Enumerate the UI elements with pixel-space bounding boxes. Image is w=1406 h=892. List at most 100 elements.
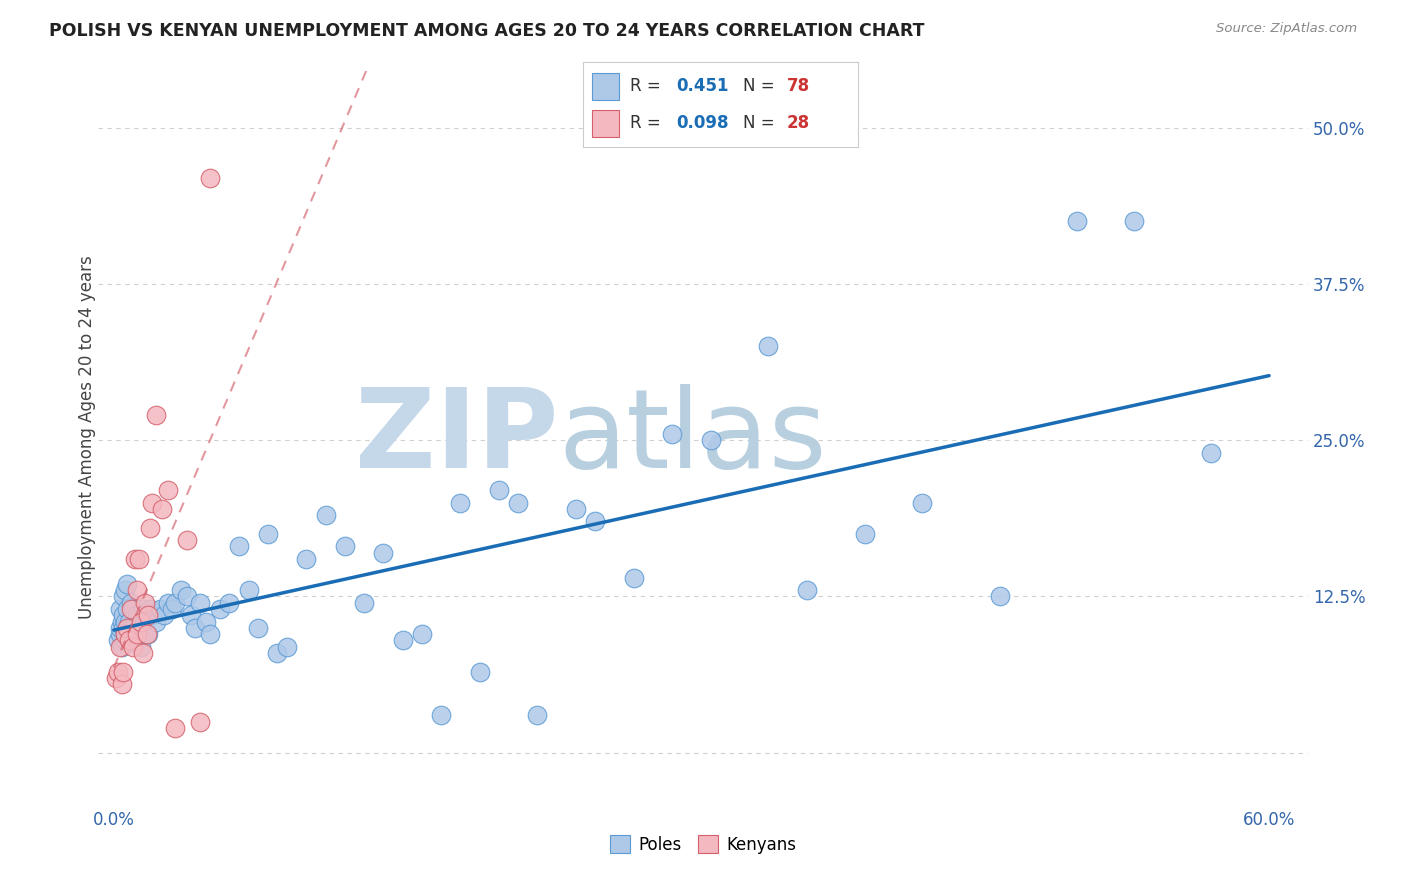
Point [129, 640, 152, 654]
Point [112, 608, 135, 623]
Point [117, 621, 139, 635]
Point [430, 708, 453, 723]
Point [315, 508, 337, 523]
Point [117, 602, 139, 616]
Point [120, 602, 142, 616]
Point [134, 596, 156, 610]
Point [156, 596, 179, 610]
Point [128, 552, 150, 566]
Point [160, 602, 183, 616]
Text: N =: N = [742, 78, 779, 95]
Point [208, 602, 231, 616]
Point [150, 502, 173, 516]
Point [104, 671, 127, 685]
Point [488, 483, 510, 498]
Point [165, 721, 187, 735]
Point [138, 608, 160, 623]
Text: ZIP: ZIP [354, 384, 558, 491]
Point [108, 621, 131, 635]
Point [134, 627, 156, 641]
Point [180, 608, 202, 623]
Point [141, 496, 163, 510]
Point [247, 621, 270, 635]
Point [176, 590, 198, 604]
Point [139, 521, 162, 535]
Point [373, 546, 395, 560]
Point [198, 627, 221, 641]
Point [623, 571, 645, 585]
Point [131, 646, 153, 660]
Point [138, 627, 160, 641]
Point [190, 714, 212, 729]
Point [699, 434, 721, 448]
Text: R =: R = [630, 78, 666, 95]
Point [391, 633, 413, 648]
Point [583, 515, 606, 529]
Text: N =: N = [742, 114, 779, 132]
Point [128, 621, 150, 635]
Point [107, 633, 129, 648]
Point [449, 496, 471, 510]
Point [124, 552, 146, 566]
Point [122, 602, 145, 616]
Point [108, 602, 131, 616]
Point [257, 527, 280, 541]
Point [508, 496, 530, 510]
Y-axis label: Unemployment Among Ages 20 to 24 years: Unemployment Among Ages 20 to 24 years [79, 255, 96, 619]
Text: R =: R = [630, 114, 666, 132]
Point [149, 602, 172, 616]
Point [110, 640, 132, 654]
Point [145, 615, 167, 629]
Legend: Poles, Kenyans: Poles, Kenyans [603, 829, 803, 860]
Point [266, 646, 288, 660]
Point [141, 608, 163, 623]
Point [129, 615, 152, 629]
Point [125, 608, 148, 623]
Point [156, 483, 179, 498]
Point [190, 596, 212, 610]
Point [468, 665, 491, 679]
Point [153, 608, 176, 623]
Point [131, 602, 153, 616]
Point [526, 708, 548, 723]
Point [110, 677, 132, 691]
Point [125, 627, 148, 641]
Point [183, 621, 205, 635]
Point [988, 590, 1011, 604]
Point [108, 640, 131, 654]
Point [107, 665, 129, 679]
Text: POLISH VS KENYAN UNEMPLOYMENT AMONG AGES 20 TO 24 YEARS CORRELATION CHART: POLISH VS KENYAN UNEMPLOYMENT AMONG AGES… [49, 22, 925, 40]
Point [120, 621, 142, 635]
Point [112, 621, 135, 635]
Point [176, 533, 198, 548]
Text: atlas: atlas [558, 384, 827, 491]
Point [661, 426, 683, 441]
Point [114, 615, 136, 629]
Point [117, 577, 139, 591]
Point [135, 627, 157, 641]
Point [411, 627, 433, 641]
Point [1066, 214, 1088, 228]
Point [295, 552, 318, 566]
Point [276, 640, 298, 654]
Text: 0.098: 0.098 [676, 114, 730, 132]
Point [120, 596, 142, 610]
Bar [592, 72, 619, 100]
Point [170, 583, 193, 598]
Point [117, 621, 139, 635]
Point [112, 665, 135, 679]
Point [565, 502, 588, 516]
Text: Source: ZipAtlas.com: Source: ZipAtlas.com [1216, 22, 1357, 36]
Point [118, 615, 141, 629]
Point [228, 540, 250, 554]
Point [112, 590, 135, 604]
Point [238, 583, 260, 598]
Point [124, 627, 146, 641]
Point [139, 602, 162, 616]
Point [108, 627, 131, 641]
Point [1123, 214, 1146, 228]
Point [198, 170, 221, 185]
Point [145, 408, 167, 422]
Point [135, 608, 157, 623]
Point [911, 496, 934, 510]
